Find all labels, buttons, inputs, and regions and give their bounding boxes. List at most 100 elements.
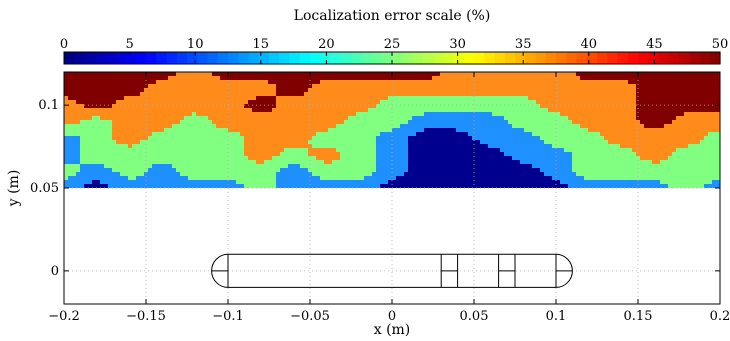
contour-cell [396, 104, 401, 109]
contour-cell [688, 172, 693, 177]
contour-cell [500, 84, 505, 89]
contour-cell [508, 164, 513, 169]
contour-cell [416, 92, 421, 97]
contour-cell [512, 180, 517, 185]
contour-cell [492, 112, 497, 117]
contour-cell [492, 100, 497, 105]
contour-cell [616, 176, 621, 181]
contour-cell [256, 160, 261, 165]
contour-cell [316, 180, 321, 185]
contour-cell [516, 136, 521, 141]
contour-cell [212, 100, 217, 105]
contour-cell [196, 108, 201, 113]
contour-cell [340, 76, 345, 81]
contour-cell [372, 80, 377, 85]
contour-cell [576, 132, 581, 137]
contour-cell [472, 160, 477, 165]
contour-cell [692, 76, 697, 81]
contour-cell [436, 180, 441, 185]
contour-cell [244, 92, 249, 97]
contour-cell [188, 148, 193, 153]
contour-cell [364, 180, 369, 185]
contour-cell [416, 116, 421, 121]
contour-cell [620, 120, 625, 125]
contour-cell [352, 92, 357, 97]
contour-cell [336, 72, 341, 77]
contour-cell [520, 176, 525, 181]
contour-cell [236, 72, 241, 77]
contour-cell [268, 168, 273, 173]
contour-cell [248, 108, 253, 113]
contour-cell [364, 128, 369, 133]
contour-cell [272, 88, 277, 93]
contour-cell [688, 112, 693, 117]
contour-cell [380, 116, 385, 121]
contour-cell [352, 116, 357, 121]
contour-cell [432, 112, 437, 117]
contour-cell [636, 108, 641, 113]
contour-cell [212, 156, 217, 161]
contour-cell [448, 80, 453, 85]
contour-cell [532, 108, 537, 113]
contour-cell [440, 172, 445, 177]
contour-cell [680, 144, 685, 149]
contour-cell [76, 88, 81, 93]
contour-cell [648, 108, 653, 113]
contour-cell [504, 136, 509, 141]
contour-cell [688, 124, 693, 129]
contour-cell [336, 80, 341, 85]
contour-cell [672, 132, 677, 137]
contour-cell [628, 76, 633, 81]
contour-cell [392, 184, 397, 188]
contour-cell [300, 72, 305, 77]
contour-cell [508, 80, 513, 85]
contour-cell [204, 72, 209, 77]
contour-cell [204, 180, 209, 185]
contour-cell [396, 80, 401, 85]
contour-cell [280, 76, 285, 81]
contour-cell [256, 84, 261, 89]
contour-cell [476, 72, 481, 77]
contour-cell [104, 160, 109, 165]
contour-cell [184, 128, 189, 133]
contour-cell [688, 140, 693, 145]
contour-cell [236, 76, 241, 81]
contour-cell [584, 116, 589, 121]
contour-cell [676, 168, 681, 173]
contour-cell [704, 184, 709, 188]
contour-cell [512, 96, 517, 101]
contour-cell [576, 96, 581, 101]
contour-cell [428, 96, 433, 101]
contour-cell [456, 180, 461, 185]
contour-cell [100, 120, 105, 125]
contour-cell [396, 180, 401, 185]
contour-cell [344, 124, 349, 129]
contour-cell [248, 128, 253, 133]
contour-cell [92, 184, 97, 188]
contour-cell [236, 132, 241, 137]
contour-cell [212, 108, 217, 113]
contour-cell [572, 88, 577, 93]
contour-cell [552, 144, 557, 149]
contour-cell [704, 112, 709, 117]
contour-cell [644, 72, 649, 77]
contour-cell [564, 168, 569, 173]
contour-cell [264, 124, 269, 129]
colorbar-swatch [576, 52, 588, 64]
contour-cell [356, 168, 361, 173]
contour-cell [644, 116, 649, 121]
contour-cell [348, 76, 353, 81]
contour-cell [124, 88, 129, 93]
contour-cell [296, 160, 301, 165]
contour-cell [212, 88, 217, 93]
contour-cell [716, 132, 720, 137]
contour-cell [76, 80, 81, 85]
contour-cell [100, 140, 105, 145]
contour-cell [204, 104, 209, 109]
contour-cell [144, 84, 149, 89]
contour-cell [116, 164, 121, 169]
contour-cell [608, 148, 613, 153]
contour-cell [304, 72, 309, 77]
contour-cell [68, 112, 73, 117]
contour-cell [288, 168, 293, 173]
